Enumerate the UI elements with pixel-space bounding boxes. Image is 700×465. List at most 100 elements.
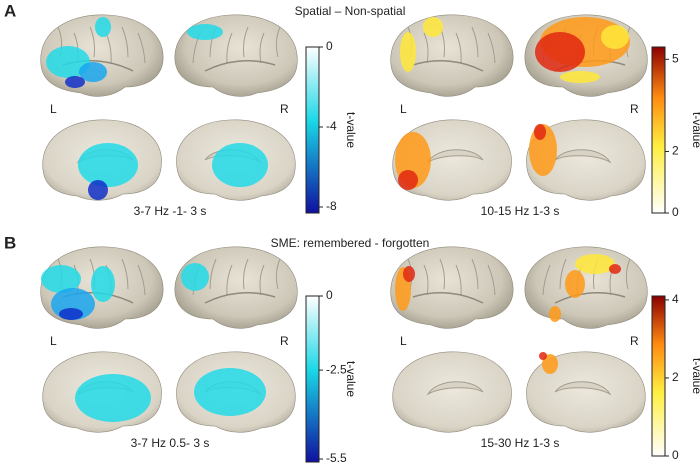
- brain-surface: [526, 351, 646, 433]
- sulcus: [204, 292, 276, 304]
- activation: [88, 180, 108, 200]
- lateral-brain: [390, 246, 514, 329]
- sulcus: [542, 264, 551, 296]
- activation: [78, 143, 138, 187]
- brain-surface: [174, 246, 298, 329]
- sulcus: [487, 32, 496, 64]
- sulcus: [137, 32, 146, 64]
- panel-label: A: [4, 1, 16, 20]
- sulcus: [423, 264, 429, 296]
- activation: [534, 124, 546, 140]
- sulcus: [121, 26, 129, 58]
- hemisphere-label: R: [630, 102, 639, 116]
- sulcus: [455, 32, 462, 64]
- activation: [542, 354, 558, 374]
- colorbar-tick-label: 0: [326, 288, 333, 302]
- activation: [539, 352, 547, 360]
- medial-brain: [392, 119, 512, 201]
- sulcus: [487, 264, 496, 296]
- colorbar-label: t-value: [344, 112, 358, 148]
- sulcus: [625, 258, 631, 290]
- medial-brain: [526, 119, 646, 201]
- hemisphere-label: R: [280, 334, 289, 348]
- hemisphere-label: L: [400, 102, 407, 116]
- activation: [91, 266, 115, 302]
- activation: [403, 266, 415, 282]
- sulcus: [226, 264, 233, 296]
- sulcus: [275, 26, 281, 58]
- colorbar: [651, 46, 666, 214]
- activation: [565, 270, 585, 298]
- sulcus: [471, 26, 479, 58]
- brain-surface: [526, 119, 646, 201]
- activation: [95, 17, 111, 37]
- panel-title: Spatial – Non-spatial: [295, 4, 406, 18]
- colorbar-tick-label: -8: [326, 199, 337, 213]
- colorbar-tick-label: 2: [672, 144, 679, 158]
- sulcus: [455, 264, 462, 296]
- sulcus: [259, 32, 265, 64]
- medial-brain: [526, 351, 646, 433]
- activation: [575, 254, 615, 274]
- caption: 3-7 Hz 0.5- 3 s: [131, 436, 210, 450]
- hemisphere-label: R: [630, 334, 639, 348]
- sulcus: [412, 292, 484, 304]
- sulcus: [243, 26, 249, 58]
- colorbar: [651, 295, 666, 457]
- sulcus: [204, 60, 276, 72]
- sulcus: [412, 60, 484, 72]
- medial-brain: [176, 351, 296, 433]
- activation: [400, 32, 416, 72]
- colorbar-label: t-value: [690, 358, 700, 394]
- colorbar-tick-label: 0: [326, 39, 333, 53]
- colorbar-tick-label: 5: [672, 51, 679, 65]
- lateral-brain: [40, 246, 164, 329]
- sulcus: [209, 258, 217, 290]
- corpus-callosum: [426, 149, 484, 164]
- colorbar-label: t-value: [690, 112, 700, 148]
- corpus-callosum: [554, 381, 612, 396]
- colorbar-tick-label: 0: [672, 205, 679, 219]
- brain-surface: [392, 351, 512, 433]
- colorbar-tick-label: 2: [672, 370, 679, 384]
- colorbar-tick-label: 4: [672, 292, 679, 306]
- sulcus: [243, 258, 249, 290]
- colorbar-tick-label: -5.5: [326, 451, 347, 465]
- activation: [41, 265, 81, 293]
- sulcus: [471, 258, 479, 290]
- brain-surface: [390, 246, 514, 329]
- corpus-callosum: [426, 381, 484, 396]
- hemisphere-label: L: [400, 334, 407, 348]
- activation: [194, 368, 266, 416]
- sulcus: [89, 26, 95, 58]
- hemisphere-label: R: [280, 102, 289, 116]
- hemisphere-label: L: [50, 102, 57, 116]
- panel-label: B: [4, 233, 16, 252]
- activation: [601, 25, 629, 49]
- activation: [212, 143, 268, 187]
- sulcus: [275, 258, 281, 290]
- lateral-brain: [524, 246, 648, 329]
- caption: 15-30 Hz 1-3 s: [481, 436, 560, 450]
- activation: [46, 46, 90, 78]
- activation: [398, 170, 418, 190]
- activation: [609, 264, 621, 274]
- sulcus: [554, 292, 626, 304]
- medial-brain: [176, 119, 296, 201]
- colorbar: [305, 46, 320, 214]
- colorbar: [305, 295, 320, 463]
- activation: [181, 263, 209, 291]
- lateral-brain: [40, 14, 164, 97]
- activation: [59, 308, 83, 320]
- panel-title: SME: remembered - forgotten: [271, 236, 430, 250]
- medial-brain: [392, 351, 512, 433]
- activation: [423, 17, 443, 37]
- activation: [560, 71, 600, 83]
- sulcus: [137, 264, 146, 296]
- lateral-brain: [174, 246, 298, 329]
- sulcus: [121, 258, 129, 290]
- sulcus: [259, 264, 265, 296]
- lateral-brain: [174, 14, 298, 97]
- sulcus: [423, 32, 429, 64]
